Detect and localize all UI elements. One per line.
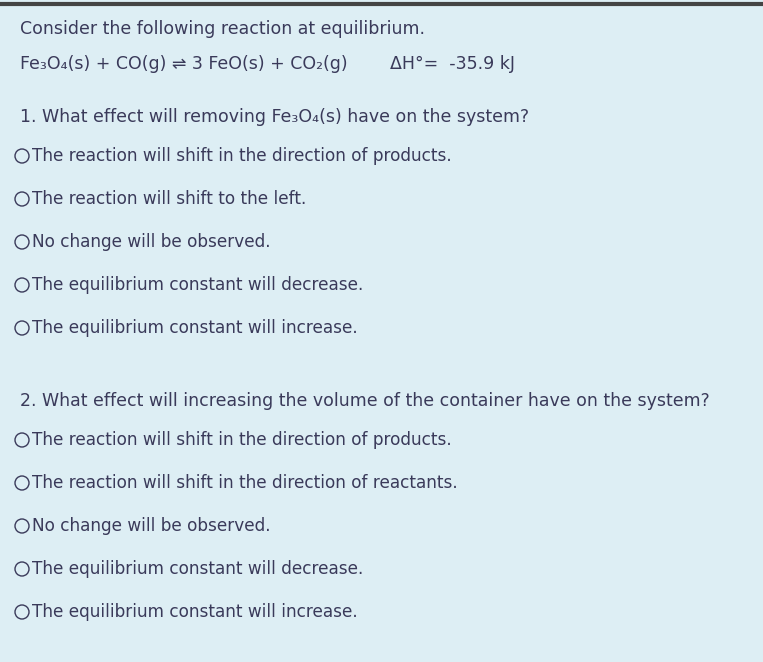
Text: The reaction will shift in the direction of products.: The reaction will shift in the direction… [32,147,452,165]
Text: The equilibrium constant will decrease.: The equilibrium constant will decrease. [32,276,363,294]
Text: 2. What effect will increasing the volume of the container have on the system?: 2. What effect will increasing the volum… [20,392,710,410]
Text: No change will be observed.: No change will be observed. [32,233,271,251]
Text: 1. What effect will removing Fe₃O₄(s) have on the system?: 1. What effect will removing Fe₃O₄(s) ha… [20,108,529,126]
Text: No change will be observed.: No change will be observed. [32,517,271,535]
Text: The equilibrium constant will increase.: The equilibrium constant will increase. [32,319,358,337]
Text: Fe₃O₄(s) + CO(g) ⇌ 3 FeO(s) + CO₂(g): Fe₃O₄(s) + CO(g) ⇌ 3 FeO(s) + CO₂(g) [20,55,348,73]
Text: Consider the following reaction at equilibrium.: Consider the following reaction at equil… [20,20,425,38]
Text: The equilibrium constant will decrease.: The equilibrium constant will decrease. [32,560,363,578]
Text: ΔH°=  -35.9 kJ: ΔH°= -35.9 kJ [390,55,515,73]
Text: The reaction will shift in the direction of reactants.: The reaction will shift in the direction… [32,474,458,492]
Text: The reaction will shift in the direction of products.: The reaction will shift in the direction… [32,431,452,449]
Text: The reaction will shift to the left.: The reaction will shift to the left. [32,190,307,208]
Text: The equilibrium constant will increase.: The equilibrium constant will increase. [32,603,358,621]
